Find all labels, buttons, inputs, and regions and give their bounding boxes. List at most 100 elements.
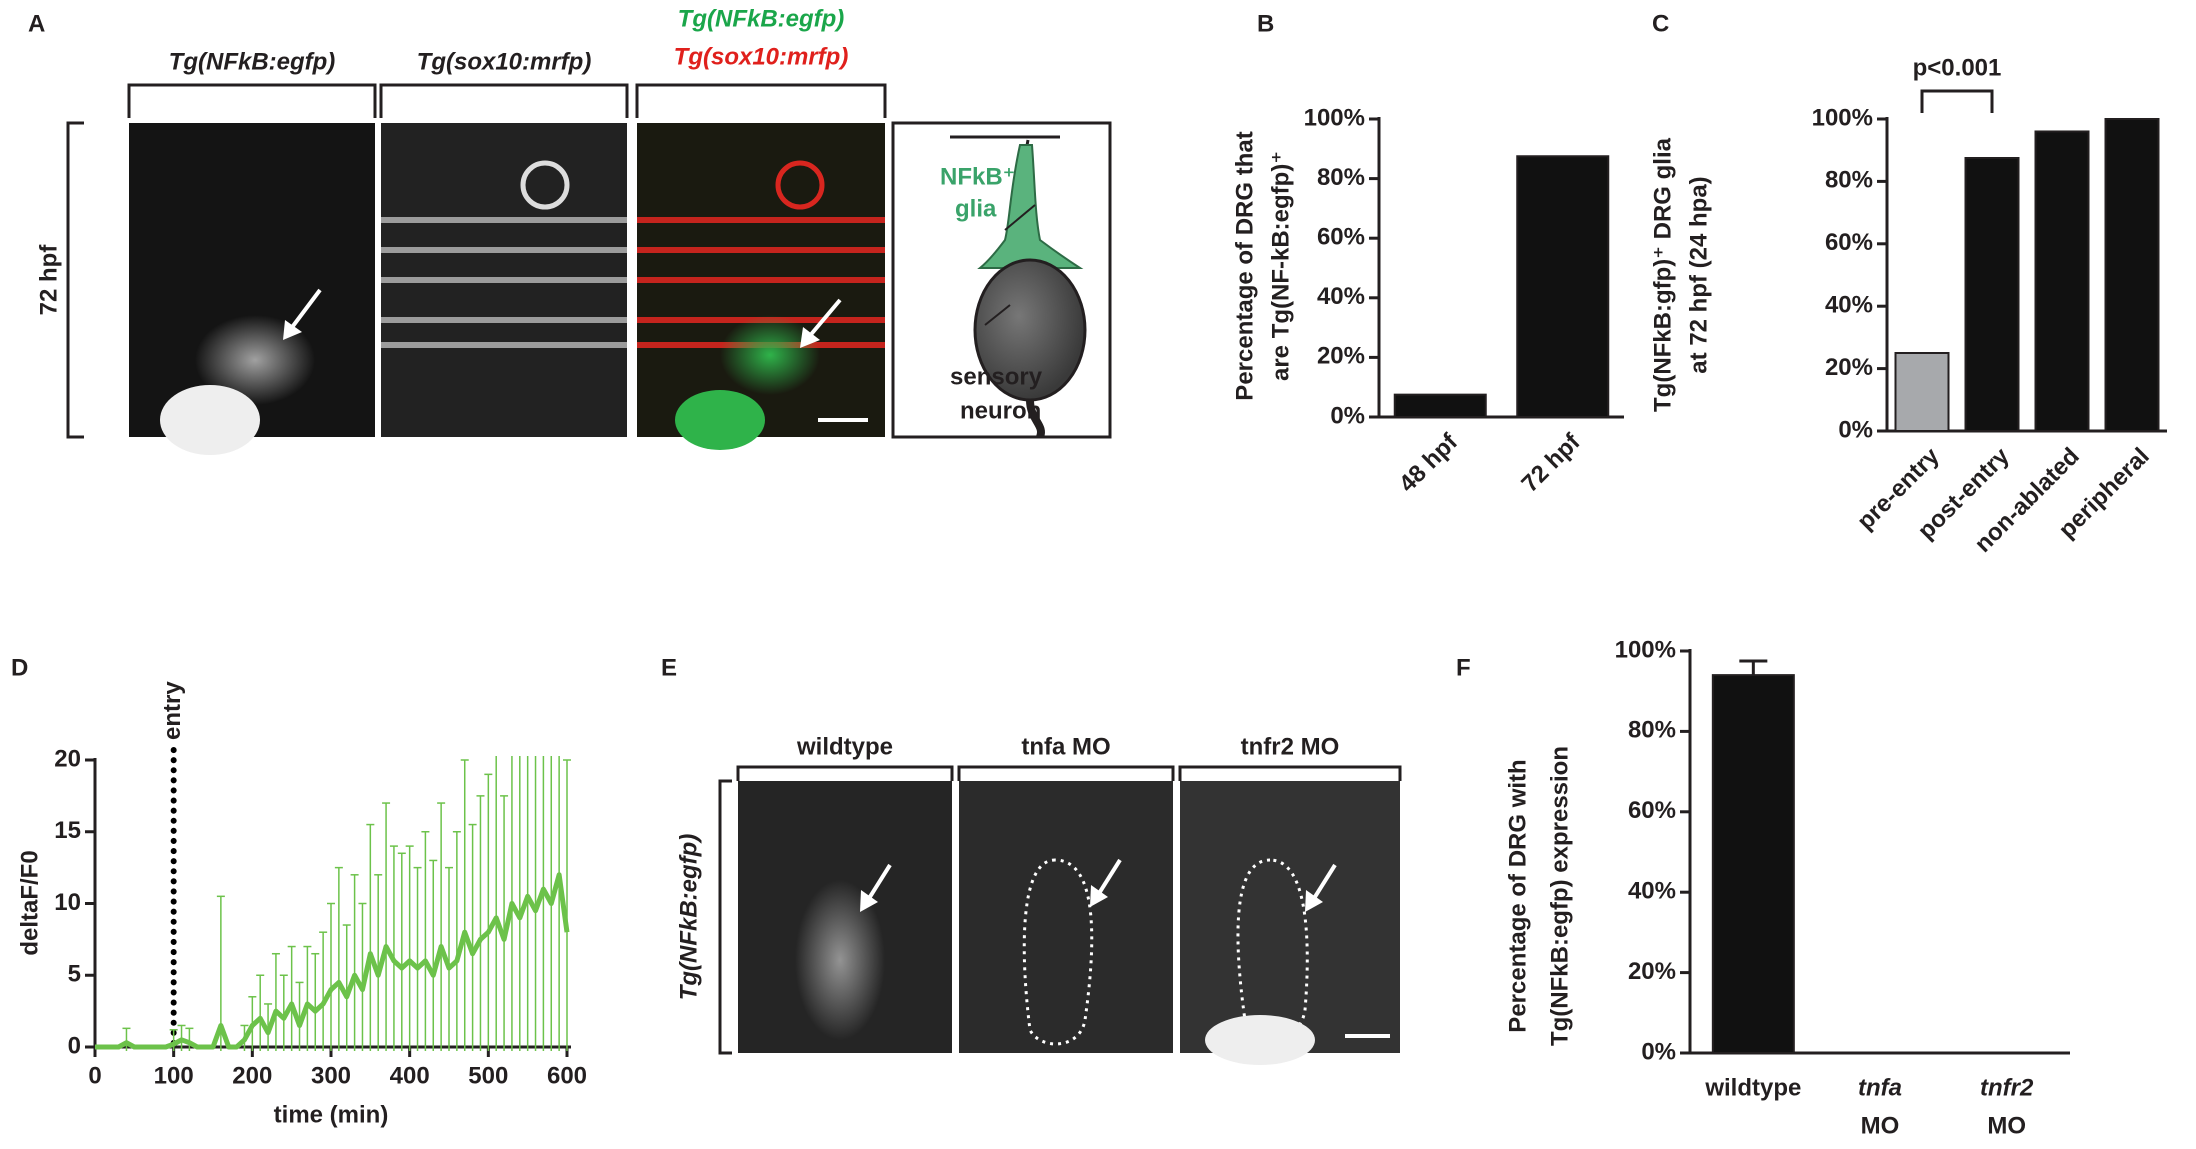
- x-tick-label: tnfa: [1858, 1074, 1902, 1101]
- event-label: entry: [159, 681, 186, 740]
- x-tick-label: 100: [154, 1062, 194, 1089]
- significance-label: p<0.001: [1913, 54, 2002, 81]
- diagram-label: glia: [955, 195, 997, 222]
- panel-label: E: [661, 654, 677, 681]
- y-tick-label: 40%: [1317, 283, 1365, 310]
- x-tick-label: 200: [232, 1062, 272, 1089]
- y-tick-label: 20%: [1825, 354, 1873, 381]
- cell: [795, 880, 885, 1040]
- panel-a: A Tg(NFkB:egfp) Tg(sox10:mrfp) Tg(NFkB:e…: [28, 5, 1112, 455]
- y-tick-label: 20%: [1317, 343, 1365, 370]
- data-line: [95, 872, 570, 1050]
- axon: [1026, 399, 1045, 439]
- image-header: wildtype: [796, 733, 893, 760]
- image-header: Tg(sox10:mrfp): [417, 48, 592, 75]
- cell: [775, 160, 825, 210]
- merge-header-red: Tg(sox10:mrfp): [674, 43, 849, 70]
- x-tick-label: 400: [390, 1062, 430, 1089]
- glia: [977, 144, 1084, 269]
- y-axis-label: at 72 hpf (24 hpa): [1685, 176, 1712, 373]
- row-label: 72 hpf: [35, 244, 62, 316]
- bracket: [718, 779, 732, 1055]
- plot-area: [95, 756, 571, 1051]
- y-tick-label: 80%: [1825, 167, 1873, 194]
- y-tick-label: 60%: [1825, 229, 1873, 256]
- outline: [1022, 858, 1094, 1046]
- nerve-fibers: [381, 217, 627, 348]
- y-axis-label: Percentage of DRG with: [1504, 759, 1531, 1032]
- arrow-head: [1090, 885, 1108, 907]
- y-tick-label: 20: [54, 745, 81, 772]
- image-header: Tg(NFkB:egfp): [169, 48, 336, 75]
- x-tick-label: wildtype: [1704, 1074, 1801, 1101]
- arrow-head: [283, 320, 302, 340]
- y-axis-label: Tg(NFkB:gfp)⁺ DRG glia: [1649, 137, 1676, 412]
- y-axis-label: are Tg(NF-kB:egfp)⁺: [1267, 151, 1294, 381]
- y-tick-label: 0%: [1330, 402, 1365, 429]
- panel-label: B: [1257, 10, 1274, 37]
- x-tick-label: tnfr2: [1980, 1074, 2034, 1101]
- panel-label: C: [1652, 10, 1669, 37]
- x-tick-label: 48 hpf: [1394, 428, 1464, 498]
- cell: [520, 160, 570, 210]
- bracket: [127, 83, 887, 118]
- bar: [2034, 130, 2090, 432]
- cell: [675, 390, 765, 450]
- arrow-head: [1305, 890, 1323, 912]
- arrow: [1311, 863, 1337, 902]
- y-tick-label: 0: [68, 1032, 81, 1059]
- micrograph: [959, 781, 1173, 1053]
- x-tick-label: MO: [1987, 1112, 2026, 1139]
- bracket: [736, 765, 1402, 781]
- x-tick-label: 500: [468, 1062, 508, 1089]
- x-tick-label: 300: [311, 1062, 351, 1089]
- image-header: tnfr2 MO: [1241, 733, 1340, 760]
- arrow: [806, 298, 842, 340]
- y-tick-label: 100%: [1615, 636, 1676, 663]
- arrow-head: [860, 890, 878, 912]
- y-tick-label: 40%: [1628, 878, 1676, 905]
- y-axis-label: Tg(NFkB:egfp) expression: [1546, 746, 1573, 1046]
- significance-bracket: [1920, 89, 1994, 113]
- y-tick-label: 40%: [1825, 292, 1873, 319]
- y-tick-label: 20%: [1628, 958, 1676, 985]
- y-tick-label: 80%: [1628, 717, 1676, 744]
- row-label: Tg(NFkB:egfp): [675, 834, 702, 1001]
- arrow: [866, 863, 892, 902]
- x-tick-label: 0: [88, 1062, 101, 1089]
- micrograph: [1180, 781, 1400, 1053]
- diagram-label: neuron: [960, 397, 1041, 424]
- panel-label: A: [28, 10, 45, 37]
- y-tick-label: 5: [68, 961, 81, 988]
- x-tick-label: 72 hpf: [1516, 428, 1586, 498]
- bar: [1393, 393, 1487, 418]
- panel-label: F: [1456, 654, 1471, 681]
- x-tick-label: 600: [547, 1062, 587, 1089]
- x-tick-label: MO: [1861, 1112, 1900, 1139]
- bar: [1711, 674, 1795, 1054]
- y-tick-label: 0%: [1641, 1038, 1676, 1065]
- y-tick-label: 10: [54, 889, 81, 916]
- arrow: [288, 288, 322, 332]
- y-tick-label: 60%: [1317, 224, 1365, 251]
- pointer: [1004, 204, 1036, 231]
- bar: [2104, 118, 2160, 432]
- y-tick-label: 0%: [1838, 416, 1873, 443]
- y-axis-label: deltaF/F0: [16, 850, 43, 955]
- y-tick-label: 60%: [1628, 797, 1676, 824]
- bar: [1894, 352, 1950, 432]
- cell: [160, 385, 260, 455]
- bar: [1516, 155, 1610, 418]
- y-tick-label: 15: [54, 817, 81, 844]
- y-tick-label: 100%: [1304, 104, 1365, 131]
- diagram-label: sensory: [950, 363, 1043, 390]
- y-tick-label: 80%: [1317, 164, 1365, 191]
- panel-e: E wildtype tnfa MO tnfr2 MO Tg(NFkB:egfp…: [661, 654, 1402, 1065]
- x-axis-label: time (min): [274, 1101, 389, 1128]
- merge-header-green: Tg(NFkB:egfp): [678, 5, 845, 32]
- arrow: [1096, 858, 1122, 897]
- cell: [720, 315, 820, 395]
- arrow-head: [800, 327, 820, 348]
- panel-label: D: [11, 654, 28, 681]
